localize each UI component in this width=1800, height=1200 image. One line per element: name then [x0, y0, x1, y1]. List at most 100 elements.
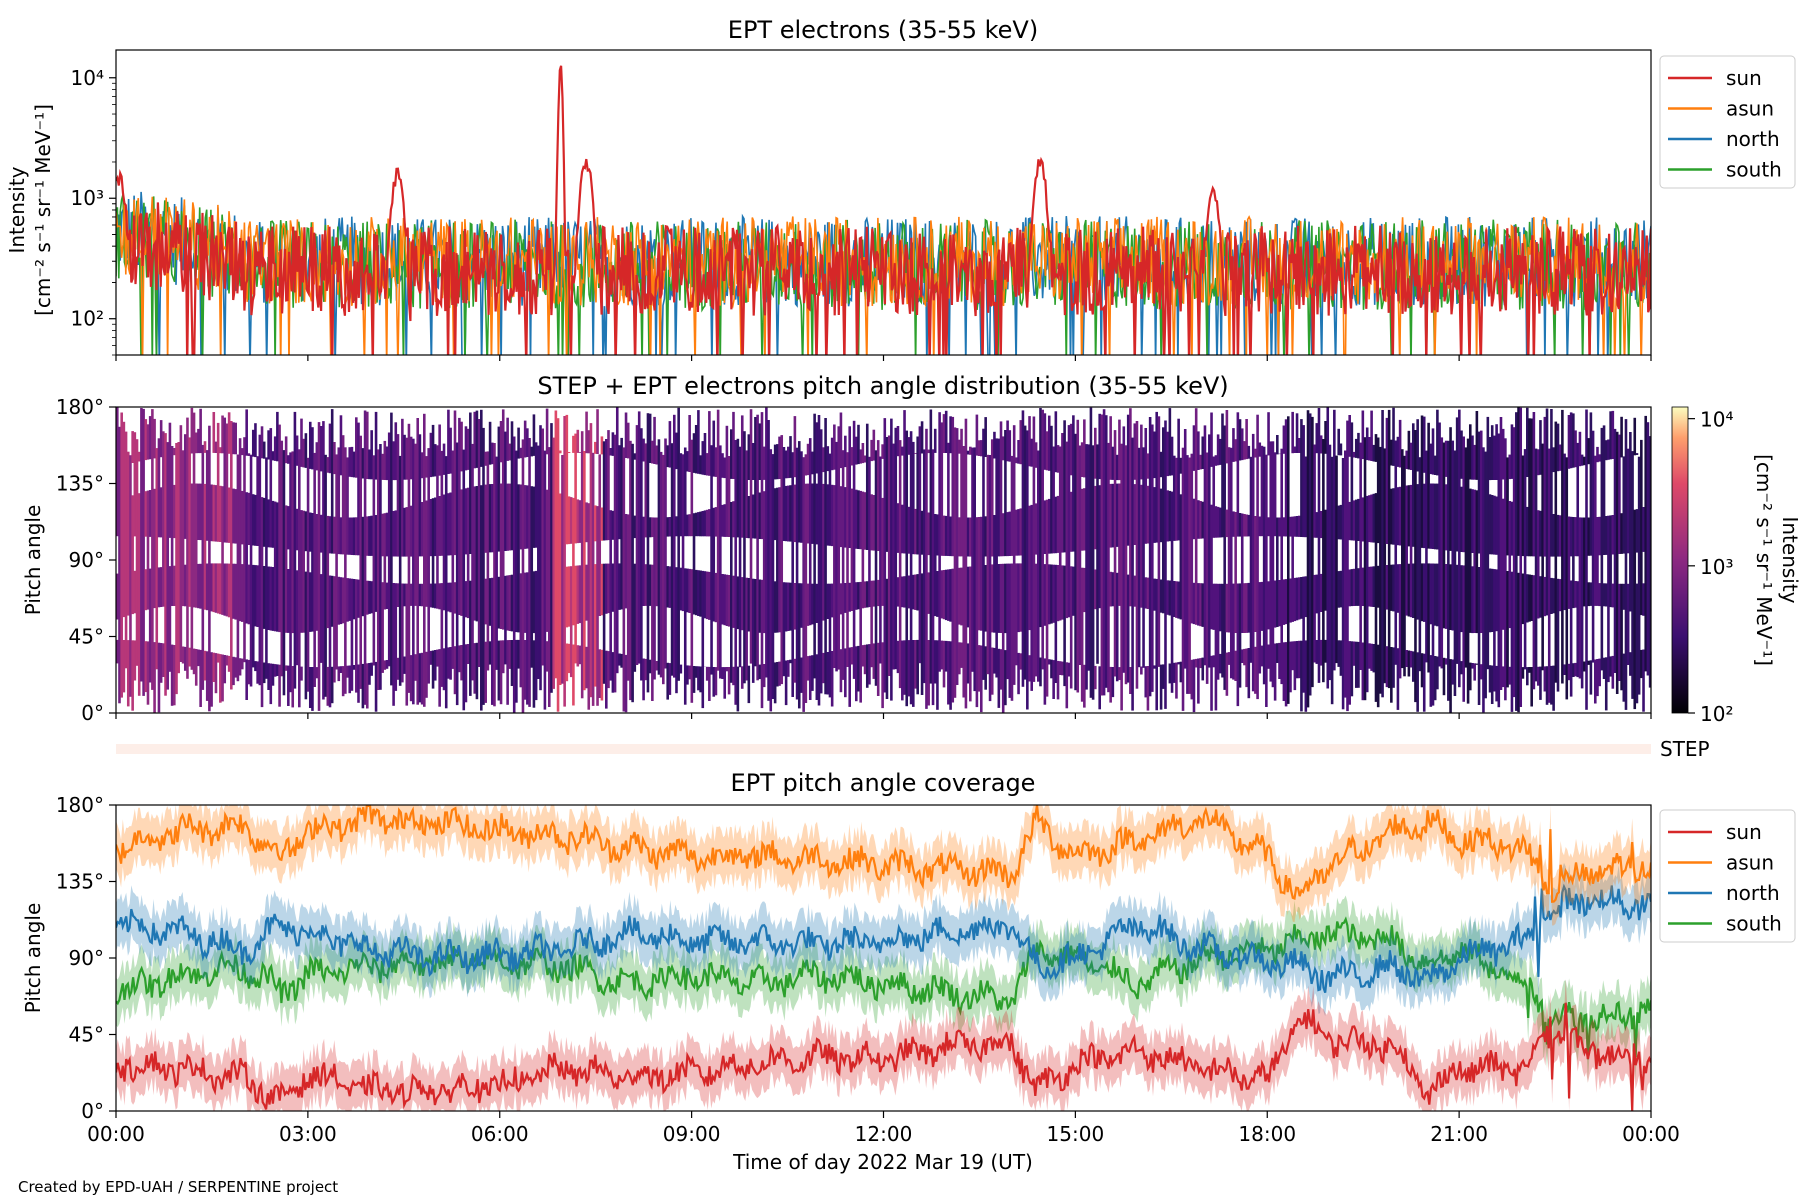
- heatmap-cell: [1047, 659, 1051, 665]
- heatmap-cell: [480, 485, 483, 711]
- heatmap-cell: [1484, 451, 1487, 699]
- heatmap-cell: [403, 656, 406, 674]
- heatmap-cell: [1069, 566, 1073, 689]
- heatmap-cell: [357, 579, 360, 618]
- heatmap-cell: [526, 428, 529, 457]
- heatmap-cell: [287, 455, 290, 464]
- heatmap-cell: [664, 438, 667, 669]
- heatmap-cell: [146, 424, 150, 460]
- heatmap-cell: [1170, 436, 1174, 476]
- heatmap-cell: [420, 583, 424, 607]
- heatmap-cell: [642, 516, 645, 606]
- heatmap-cell: [1212, 456, 1216, 538]
- heatmap-cell: [1199, 658, 1202, 669]
- heatmap-cell: [284, 505, 288, 633]
- heatmap-cell: [431, 498, 435, 608]
- heatmap-cell: [611, 563, 615, 612]
- heatmap-cell: [1635, 453, 1639, 455]
- heatmap-cell: [993, 431, 996, 459]
- heatmap-cell: [912, 441, 915, 555]
- heatmap-cell: [1429, 483, 1433, 549]
- heatmap-cell: [1004, 650, 1007, 706]
- heatmap-cell: [1596, 517, 1599, 606]
- heatmap-cell: [449, 427, 452, 474]
- heatmap-cell: [401, 583, 404, 683]
- heatmap-cell: [642, 438, 645, 462]
- heatmap-cell: [1058, 661, 1062, 675]
- heatmap-cell: [216, 422, 220, 542]
- heatmap-cell: [1501, 428, 1505, 480]
- heatmap-cell: [466, 487, 470, 619]
- heatmap-cell: [1258, 516, 1262, 537]
- heatmap-cell: [168, 566, 172, 672]
- heatmap-cell: [865, 581, 869, 608]
- heatmap-cell: [438, 649, 441, 707]
- heatmap-cell: [927, 449, 930, 454]
- heatmap-cell: [339, 517, 343, 555]
- heatmap-cell: [1225, 410, 1229, 464]
- heatmap-cell: [872, 643, 876, 679]
- heatmap-cell: [679, 567, 683, 611]
- heatmap-cell: [530, 486, 534, 668]
- heatmap-cell: [550, 423, 553, 693]
- heatmap-cell: [1289, 516, 1292, 537]
- heatmap-cell: [1563, 664, 1566, 675]
- heatmap-cell: [859, 581, 862, 703]
- heatmap-cell: [1477, 431, 1481, 554]
- heatmap-cell: [1572, 517, 1575, 609]
- heatmap-cell: [302, 510, 305, 633]
- heatmap-cell: [1181, 447, 1185, 711]
- heatmap-cell: [942, 640, 946, 688]
- heatmap-cell: [940, 570, 944, 619]
- heatmap-cell: [219, 447, 222, 454]
- heatmap-cell: [1348, 501, 1351, 541]
- heatmap-cell: [1223, 425, 1226, 690]
- ytick-label: 10²: [71, 307, 104, 331]
- heatmap-cell: [793, 658, 797, 683]
- heatmap-cell: [1232, 583, 1235, 680]
- heatmap-cell: [295, 508, 299, 551]
- heatmap-cell: [997, 564, 1001, 633]
- heatmap-cell: [743, 431, 746, 684]
- heatmap-cell: [1221, 583, 1224, 678]
- heatmap-cell: [578, 645, 582, 665]
- heatmap-cell: [1273, 643, 1277, 701]
- heatmap-cell: [1034, 503, 1038, 555]
- heatmap-cell: [1041, 409, 1044, 670]
- heatmap-cell: [1385, 565, 1389, 610]
- heatmap-cell: [1411, 423, 1415, 547]
- heatmap-cell: [1080, 488, 1084, 551]
- heatmap-cell: [392, 511, 395, 557]
- heatmap-cell: [1528, 574, 1531, 622]
- heatmap-cell: [385, 446, 389, 481]
- heatmap-cell: [1098, 413, 1101, 480]
- heatmap-cell: [1210, 655, 1213, 711]
- heatmap-cell: [1302, 576, 1305, 693]
- heatmap-cell: [348, 665, 352, 694]
- heatmap-cell: [357, 664, 360, 703]
- heatmap-cell: [1607, 439, 1610, 460]
- heatmap-cell: [300, 418, 303, 467]
- heatmap-cell: [600, 649, 604, 701]
- heatmap-cell: [589, 423, 593, 698]
- heatmap-cell: [269, 566, 273, 631]
- heatmap-cell: [534, 570, 538, 701]
- heatmap-cell: [1111, 667, 1115, 698]
- heatmap-cell: [1039, 657, 1042, 687]
- heatmap-cell: [1604, 440, 1608, 461]
- heatmap-cell: [1372, 444, 1376, 462]
- heatmap-cell: [183, 646, 187, 671]
- heatmap-cell: [433, 497, 437, 557]
- heatmap-cell: [1576, 442, 1580, 557]
- heatmap-cell: [1234, 650, 1237, 681]
- heatmap-cell: [225, 423, 229, 543]
- heatmap-cell: [1444, 658, 1448, 665]
- heatmap-cell: [140, 408, 143, 682]
- heatmap-cell: [1589, 412, 1593, 556]
- heatmap-cell: [732, 411, 735, 479]
- heatmap-cell: [1293, 577, 1297, 622]
- heatmap-cell: [1427, 422, 1430, 549]
- heatmap-cell: [1315, 512, 1319, 538]
- heatmap-cell: [778, 661, 781, 686]
- heatmap-cell: [773, 662, 777, 704]
